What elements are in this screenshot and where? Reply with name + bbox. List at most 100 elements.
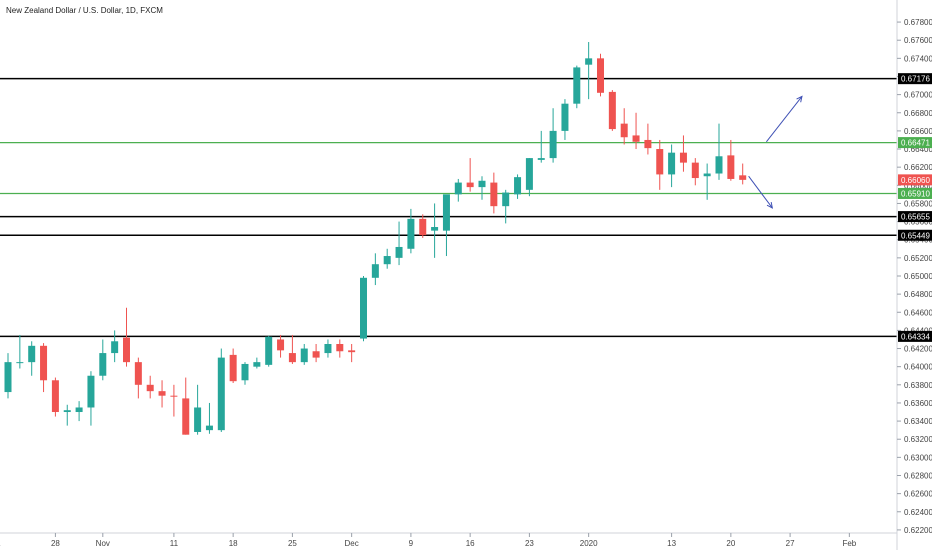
x-tick-label: 16: [466, 539, 475, 548]
candle-body: [253, 362, 261, 367]
y-tick-label: 0.64200: [904, 345, 932, 354]
candle: [265, 335, 273, 367]
x-tick-label: 23: [525, 539, 534, 548]
candle: [360, 275, 367, 342]
y-tick-label: 0.62400: [904, 508, 932, 517]
x-tick-label: 28: [51, 539, 60, 548]
y-tick-label: 0.63600: [904, 399, 932, 408]
candle-body: [194, 407, 202, 432]
candle: [597, 53, 604, 97]
price-tag: 0.64334: [898, 330, 932, 342]
x-tick-label: 21: [0, 539, 1, 548]
y-tick-label: 0.62200: [904, 526, 932, 535]
candle-body: [478, 180, 486, 188]
price-tag-label: 0.66471: [901, 139, 930, 148]
candle-body: [454, 182, 462, 195]
candle-body: [691, 162, 699, 179]
candle-body: [395, 246, 403, 258]
candle-body: [4, 362, 12, 393]
candle-body: [514, 177, 522, 195]
x-tick-label: Dec: [345, 539, 359, 548]
x-tick-label: 13: [667, 539, 676, 548]
y-tick-label: 0.63400: [904, 417, 932, 426]
candle-body: [277, 339, 285, 351]
candle: [644, 123, 652, 155]
x-tick-label: Feb: [842, 539, 856, 548]
price-tag-box: [898, 137, 932, 149]
candle-body: [40, 345, 48, 381]
candle-body: [561, 103, 569, 131]
candle: [490, 172, 498, 214]
arrow-head: [766, 201, 774, 209]
candle: [502, 189, 510, 224]
candle-body: [360, 277, 367, 339]
price-tag: 0.65655: [898, 211, 932, 223]
arrow-shaft: [748, 175, 773, 209]
price-tag-label: 0.65655: [901, 213, 930, 222]
candle-body: [383, 256, 391, 265]
price-tag-label: 0.64334: [901, 332, 930, 341]
candle: [75, 401, 83, 422]
y-tick-label: 0.63200: [904, 435, 932, 444]
candle: [4, 353, 12, 399]
candle: [514, 174, 522, 199]
candle: [478, 176, 486, 200]
price-tag-box: [898, 73, 932, 85]
candle-body: [348, 350, 356, 353]
x-tick-label: 25: [288, 539, 297, 548]
candle-body: [419, 218, 427, 236]
arrows-layer: [748, 95, 803, 209]
candle: [277, 334, 285, 358]
candle: [561, 99, 569, 140]
candle: [194, 384, 202, 435]
arrow-shaft: [766, 96, 803, 143]
candle: [608, 90, 616, 131]
y-tick-label: 0.64600: [904, 308, 932, 317]
candle: [442, 194, 450, 257]
y-tick-label: 0.67800: [904, 18, 932, 27]
candle: [537, 130, 545, 163]
candle-body: [16, 362, 24, 364]
price-tag: 0.67176: [898, 73, 932, 85]
candle-body: [324, 344, 332, 354]
x-tick-label: 2020: [580, 539, 598, 548]
candle-body: [442, 194, 450, 231]
candle: [691, 158, 699, 186]
candle: [134, 357, 142, 399]
candle-body: [549, 130, 557, 159]
candle-body: [146, 384, 154, 392]
candle: [703, 163, 711, 200]
y-tick-label: 0.65200: [904, 254, 932, 263]
candle-body: [75, 407, 83, 413]
candle-body: [632, 135, 640, 142]
candle-body: [573, 67, 581, 104]
candle-body: [265, 336, 273, 365]
candle: [111, 330, 119, 363]
price-tag-box: [898, 187, 932, 199]
candle: [253, 357, 261, 369]
candle: [632, 112, 640, 150]
candle-body: [51, 380, 59, 413]
candle: [40, 343, 48, 393]
candle-body: [182, 398, 190, 435]
candle-body: [656, 149, 664, 175]
price-tag: 0.65449: [898, 229, 932, 241]
candle-body: [312, 351, 320, 358]
x-axis: 21 28 Nov 11 18 25 Dec 9 16 23 2020 13 20 27 Feb: [0, 533, 857, 548]
x-tick-label: 11: [170, 539, 179, 548]
candle: [28, 341, 36, 376]
price-tag-label: 0.66060: [901, 176, 930, 185]
candle-body: [608, 91, 616, 130]
candle-body: [63, 410, 71, 413]
levels-layer: [0, 77, 897, 338]
candle-body: [158, 391, 166, 396]
candle: [182, 377, 190, 435]
candle-body: [537, 158, 545, 160]
candle-body: [217, 357, 225, 431]
candle-body: [288, 353, 296, 363]
candle-body: [703, 173, 711, 177]
y-tick-label: 0.64800: [904, 290, 932, 299]
candle: [217, 348, 225, 432]
